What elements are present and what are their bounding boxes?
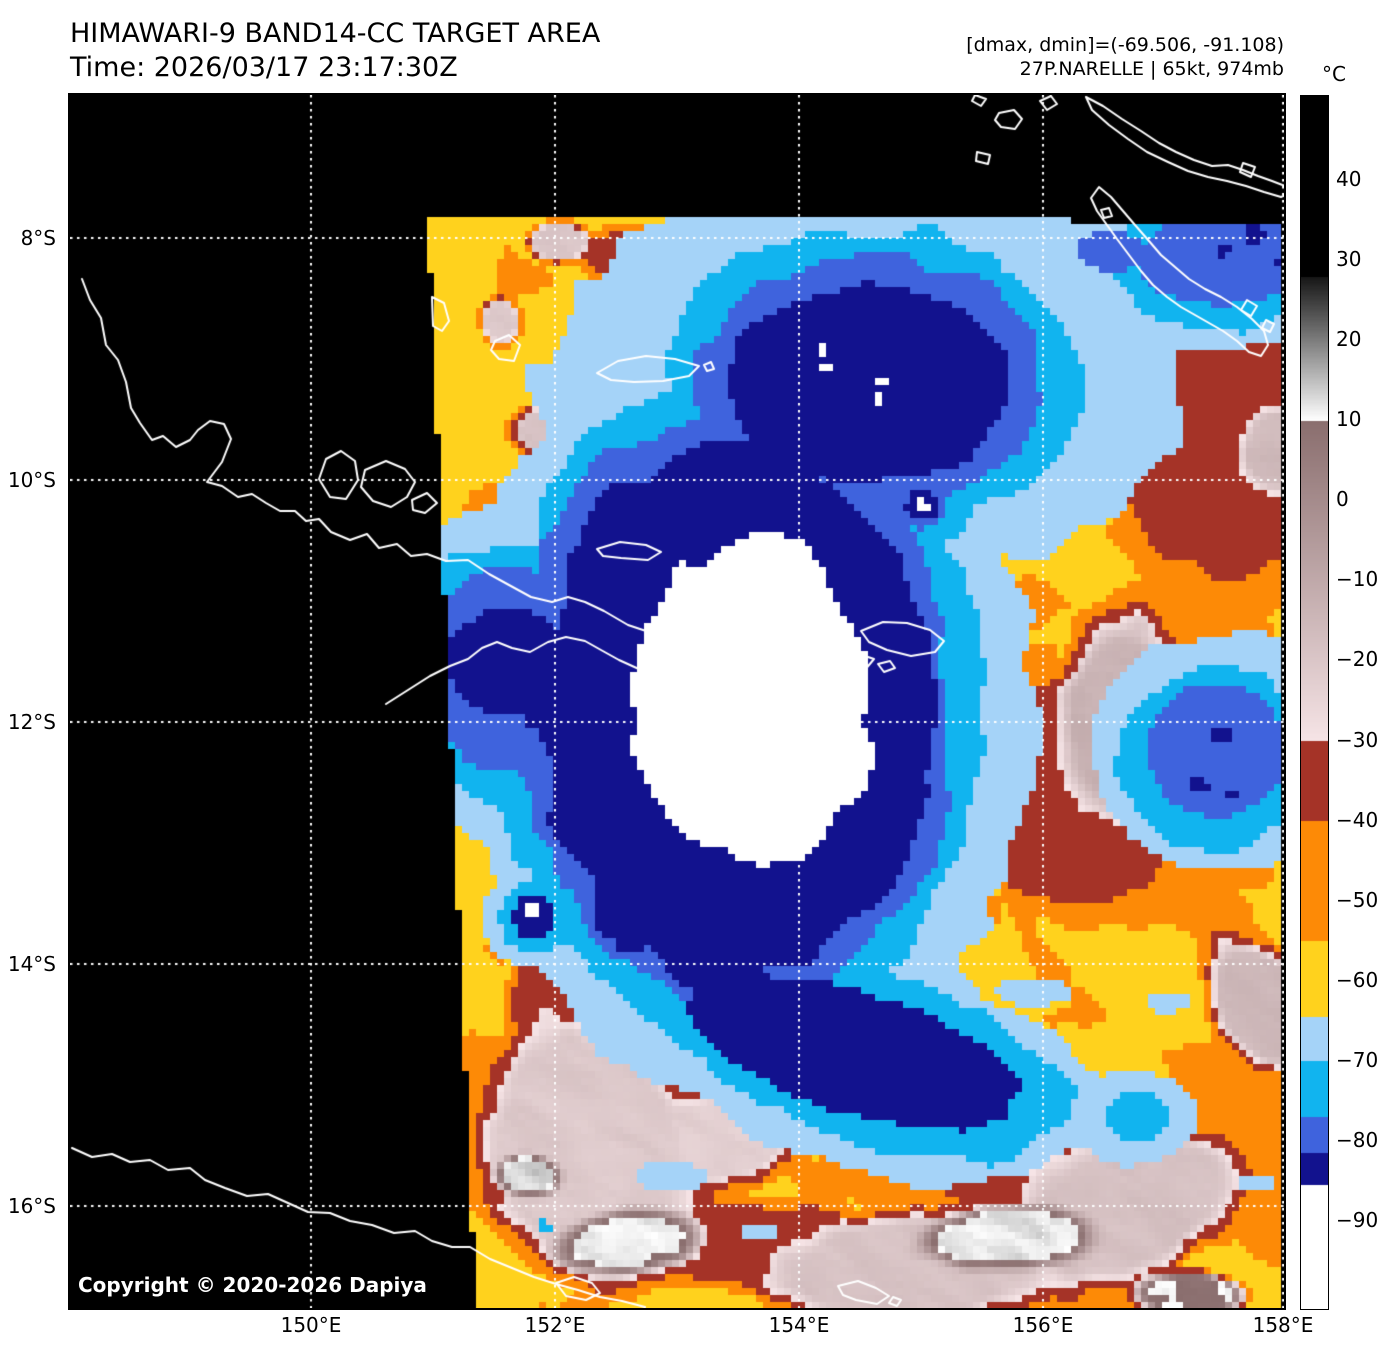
y-tick-label: 8°S [20,226,56,250]
y-tick-label: 16°S [7,1194,56,1218]
storm-info-label: 27P.NARELLE | 65kt, 974mb [1019,58,1284,80]
y-tick-label: 12°S [7,710,56,734]
x-tick-label: 154°E [768,1313,830,1337]
y-tick-label: 10°S [7,468,56,492]
satellite-map-canvas [70,95,1284,1308]
colorbar-tick-label: −60 [1336,967,1379,992]
colorbar-canvas [1301,96,1328,1309]
copyright-label: Copyright © 2020-2026 Dapiya [78,1273,427,1297]
map-plot: Copyright © 2020-2026 Dapiya [68,93,1286,1310]
header-right: [dmax, dmin]=(-69.506, -91.108) 27P.NARE… [966,33,1284,81]
colorbar-tick-label: 30 [1336,247,1362,272]
x-tick-label: 156°E [1012,1313,1074,1337]
colorbar-tick-label: −90 [1336,1207,1379,1232]
colorbar-unit-label: °C [1322,62,1346,86]
colorbar-tick-label: −30 [1336,727,1379,752]
colorbar-tick-label: 20 [1336,327,1362,352]
colorbar-tick-label: −80 [1336,1127,1379,1152]
colorbar-tick-label: 0 [1336,487,1349,512]
colorbar-tick-label: −20 [1336,647,1379,672]
colorbar-tick-label: −70 [1336,1047,1379,1072]
dmax-dmin-label: [dmax, dmin]=(-69.506, -91.108) [966,34,1284,56]
colorbar-tick-label: 40 [1336,167,1362,192]
time-label: Time: 2026/03/17 23:17:30Z [70,52,458,83]
colorbar-tick-label: −40 [1336,807,1379,832]
colorbar-tick-label: −50 [1336,887,1379,912]
x-tick-label: 158°E [1252,1313,1314,1337]
x-tick-label: 152°E [524,1313,586,1337]
colorbar [1300,95,1329,1310]
y-axis-labels: 8°S 10°S 12°S 14°S 16°S [0,0,64,1359]
y-tick-label: 14°S [7,952,56,976]
colorbar-tick-label: 10 [1336,407,1362,432]
page-title: HIMAWARI-9 BAND14-CC TARGET AREA [70,18,601,49]
x-tick-label: 150°E [280,1313,342,1337]
colorbar-tick-label: −10 [1336,567,1379,592]
